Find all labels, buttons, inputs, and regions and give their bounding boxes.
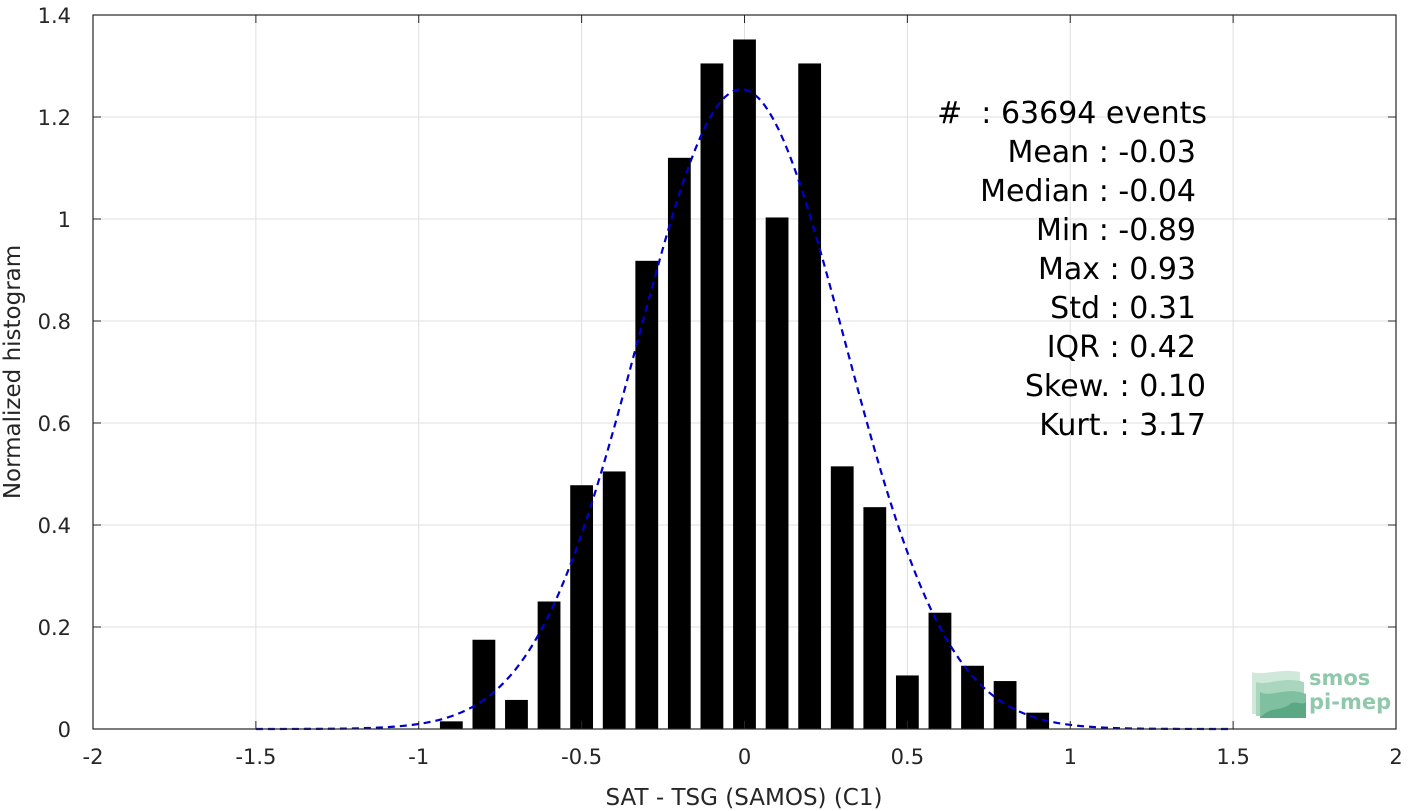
histogram-bar <box>733 39 756 730</box>
y-tick-label: 1.2 <box>38 106 71 130</box>
histogram-bar <box>798 63 822 729</box>
axis-ticks <box>92 14 1397 730</box>
y-tick-label: 0.6 <box>38 412 71 436</box>
histogram-bar <box>895 675 919 729</box>
histogram-bar <box>765 217 789 729</box>
stat-median: Median : -0.04 <box>980 174 1196 209</box>
histogram-bar <box>700 63 724 729</box>
x-tick-label: 0 <box>738 745 751 769</box>
y-tick-label: 1.4 <box>38 4 71 28</box>
x-tick-label: 1.5 <box>1216 745 1249 769</box>
wave-logo-icon <box>1252 670 1306 718</box>
y-tick-label: 1 <box>58 208 71 232</box>
x-tick-label: -1 <box>408 745 429 769</box>
y-tick-label: 0 <box>58 718 71 742</box>
x-tick-label: 2 <box>1389 745 1402 769</box>
x-tick-label: -2 <box>83 745 104 769</box>
histogram-bar <box>472 639 496 729</box>
stat-min: Min : -0.89 <box>1036 213 1196 248</box>
histogram-bar <box>570 485 594 729</box>
histogram-bar <box>537 601 561 729</box>
stat-skew: Skew. : 0.10 <box>1025 369 1206 404</box>
histogram-bar <box>667 157 691 730</box>
x-tick-label: 0.5 <box>891 745 924 769</box>
histogram-bar <box>863 507 887 729</box>
x-axis-label: SAT - TSG (SAMOS) (C1) <box>606 785 883 811</box>
histogram-bar <box>928 612 952 729</box>
histogram-bar <box>993 681 1017 729</box>
x-tick-label: 1 <box>1064 745 1077 769</box>
stats-annotations: # : 63694 events Mean : -0.03 Median : -… <box>937 96 1207 443</box>
stat-max: Max : 0.93 <box>1038 252 1196 287</box>
y-tick-label: 0.2 <box>38 616 71 640</box>
x-tick-label: -0.5 <box>561 745 602 769</box>
stat-events: # : 63694 events <box>937 96 1207 131</box>
stat-std: Std : 0.31 <box>1050 291 1196 326</box>
logo-text-smos: smos <box>1309 666 1370 690</box>
histogram-bar <box>830 466 854 729</box>
logo-text-pimep: pi-mep <box>1309 690 1391 714</box>
histogram-bar <box>961 665 984 729</box>
y-tick-labels: 0 0.2 0.4 0.6 0.8 1 1.2 1.4 <box>38 4 71 742</box>
stat-mean: Mean : -0.03 <box>1007 135 1196 170</box>
smos-pimep-logo: smos pi-mep <box>1252 666 1391 718</box>
histogram-bar <box>602 471 626 729</box>
histogram-bar <box>505 699 528 729</box>
histogram-bar <box>635 260 659 729</box>
x-tick-labels: -2 -1.5 -1 -0.5 0 0.5 1 1.5 2 <box>83 745 1403 769</box>
x-tick-label: -1.5 <box>235 745 276 769</box>
y-axis-label: Normalized histogram <box>0 245 26 499</box>
histogram-bar <box>439 721 463 729</box>
stat-kurt: Kurt. : 3.17 <box>1039 408 1206 443</box>
y-tick-label: 0.8 <box>38 310 71 334</box>
stat-iqr: IQR : 0.42 <box>1047 330 1196 365</box>
y-tick-label: 0.4 <box>38 514 71 538</box>
